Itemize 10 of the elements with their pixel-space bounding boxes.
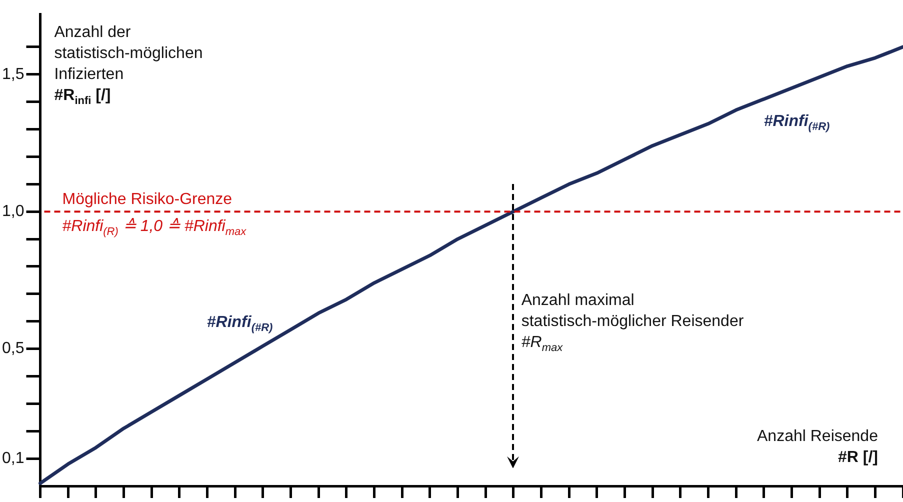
text: #Rinfi$_{(#R)}$ [764, 113, 830, 134]
annotation: Anzahl maximal statistisch-möglicher Reisender #R$_{max}$ [521, 290, 744, 354]
y-tick-label: 1,5 [2, 66, 24, 83]
series-label: #Rinfi$_{(#R)}$ [206, 314, 273, 334]
y-tick-label: 1,0 [2, 202, 24, 220]
y-axis-title: Anzahl der statistisch-möglichen Infizierten #R$_{infi}$ [/] [54, 23, 203, 108]
y-tick-label: 0,5 [2, 340, 24, 358]
y-tick-label: 0,1 [2, 450, 24, 467]
ref-line-label: Mögliche Risiko-Grenze #Rinfi$_{(R)}$ ≙ 1,0 ≙ #Rinfi$_{max}$ [62, 190, 246, 238]
x-axis-title: Anzahl Reisende #R [/] [757, 427, 878, 466]
